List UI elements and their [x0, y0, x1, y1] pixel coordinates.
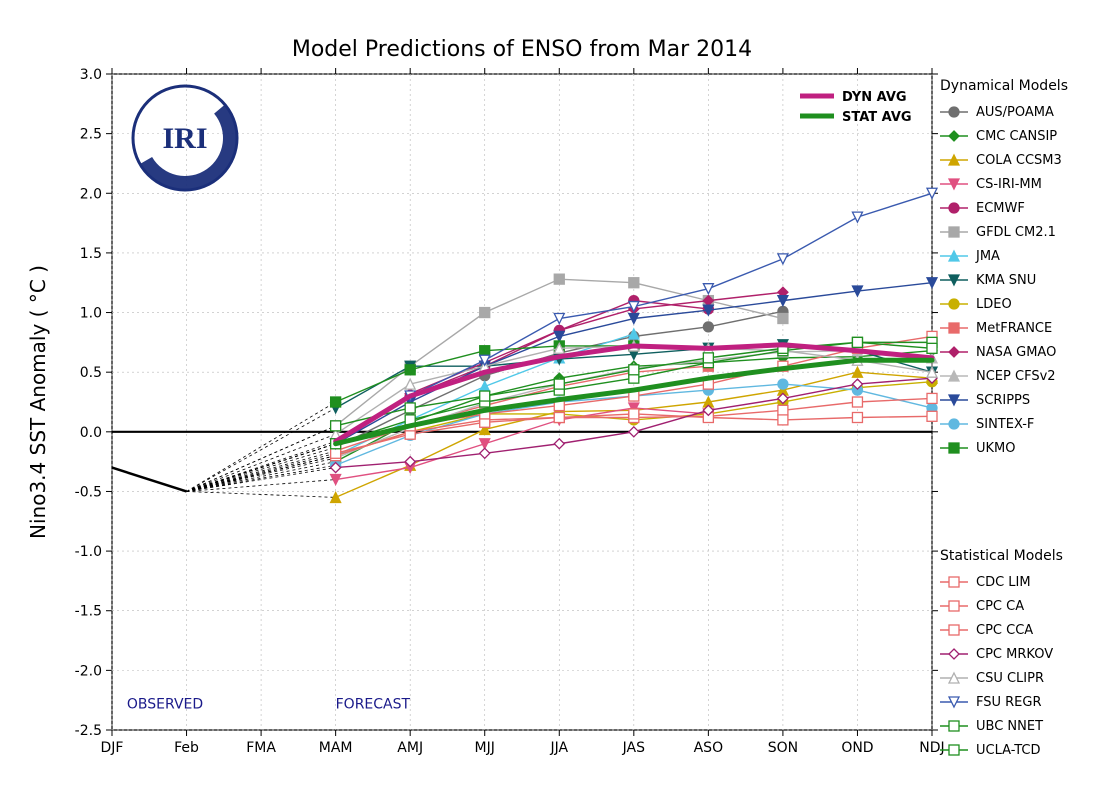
svg-text:1.5: 1.5	[80, 246, 102, 262]
legend-item: DYN AVG	[842, 90, 907, 105]
legend-item: CPC CA	[976, 599, 1024, 614]
legend-item: STAT AVG	[842, 110, 912, 125]
svg-text:SON: SON	[768, 740, 798, 756]
svg-text:FMA: FMA	[246, 740, 276, 756]
svg-text:2.0: 2.0	[80, 186, 102, 202]
legend-item: NASA GMAO	[976, 345, 1056, 360]
svg-text:NDJ: NDJ	[919, 740, 944, 756]
legend-item: COLA CCSM3	[976, 153, 1062, 168]
legend-item: GFDL CM2.1	[976, 225, 1056, 240]
legend-item: KMA SNU	[976, 273, 1036, 288]
legend-item: ECMWF	[976, 201, 1025, 216]
legend-item: CMC CANSIP	[976, 129, 1057, 144]
svg-text:1.0: 1.0	[80, 306, 102, 322]
forecast-annot: FORECAST	[336, 697, 411, 713]
svg-text:JJA: JJA	[549, 740, 568, 756]
svg-text:MJJ: MJJ	[475, 740, 495, 756]
svg-text:AMJ: AMJ	[397, 740, 423, 756]
svg-text:2.5: 2.5	[80, 127, 102, 143]
legend-item: UBC NNET	[976, 719, 1043, 734]
legend-item: AUS/POAMA	[976, 105, 1054, 120]
legend-item: CPC MRKOV	[976, 647, 1053, 662]
enso-plume-chart: -2.5 -2.0 -1.5 -1.0 -0.5 0.0 0.5 1.0 1.5 2.0 2.5 3.…	[0, 0, 1100, 800]
svg-text:IRI: IRI	[162, 122, 207, 155]
legend-title: Statistical Models	[940, 548, 1063, 564]
legend-item: NCEP CFSv2	[976, 369, 1056, 384]
chart-title: Model Predictions of ENSO from Mar 2014	[292, 37, 752, 62]
svg-text:-1.0: -1.0	[75, 544, 102, 560]
svg-text:ASO: ASO	[694, 740, 723, 756]
legend-item: UCLA-TCD	[976, 743, 1041, 758]
legend-item: CSU CLIPR	[976, 671, 1044, 686]
legend-item: SCRIPPS	[976, 393, 1030, 408]
svg-text:Feb: Feb	[174, 740, 199, 756]
chart-container: -2.5 -2.0 -1.5 -1.0 -0.5 0.0 0.5 1.0 1.5 2.0 2.5 3.…	[0, 0, 1100, 800]
legend-item: CPC CCA	[976, 623, 1033, 638]
svg-text:-1.5: -1.5	[75, 604, 102, 620]
svg-text:JAS: JAS	[622, 740, 645, 756]
legend-item: FSU REGR	[976, 695, 1042, 710]
svg-text:0.0: 0.0	[80, 425, 102, 441]
legend-item: LDEO	[976, 297, 1012, 312]
observed-annot: OBSERVED	[127, 697, 203, 713]
y-axis-label: Nino3.4 SST Anomaly ( °C )	[26, 265, 50, 539]
legend-title: Dynamical Models	[940, 78, 1068, 94]
legend-item: CS-IRI-MM	[976, 177, 1042, 192]
legend-item: JMA	[975, 249, 1000, 264]
legend-item: CDC LIM	[976, 575, 1031, 590]
legend-item: UKMO	[976, 441, 1016, 456]
svg-text:-2.0: -2.0	[75, 663, 102, 679]
svg-text:OND: OND	[841, 740, 873, 756]
svg-text:MAM: MAM	[319, 740, 353, 756]
legend-item: MetFRANCE	[976, 321, 1052, 336]
svg-text:0.5: 0.5	[80, 365, 102, 381]
svg-text:-0.5: -0.5	[75, 484, 102, 500]
svg-text:3.0: 3.0	[80, 67, 102, 83]
svg-text:-2.5: -2.5	[75, 723, 102, 739]
svg-text:DJF: DJF	[101, 740, 124, 756]
legend-item: SINTEX-F	[976, 417, 1034, 432]
